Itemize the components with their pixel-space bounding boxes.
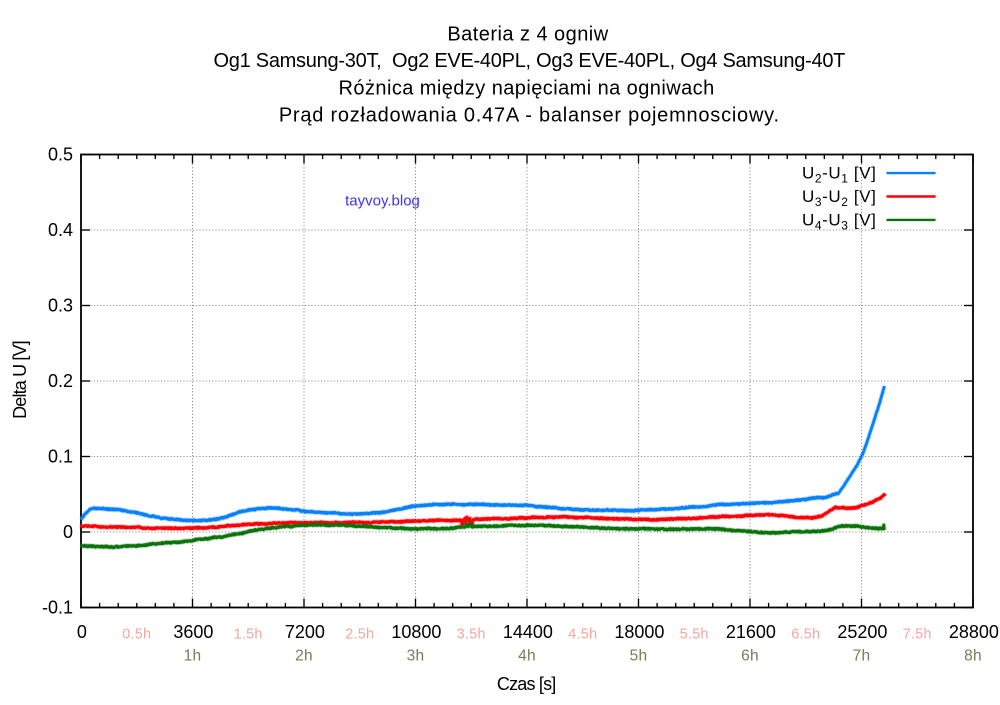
svg-text:4h: 4h: [518, 648, 536, 665]
svg-text:1h: 1h: [184, 648, 202, 665]
svg-text:0.2: 0.2: [48, 371, 73, 391]
svg-text:2h: 2h: [295, 648, 313, 665]
svg-text:Bateria z 4 ogniw: Bateria z 4 ogniw: [447, 23, 608, 45]
svg-text:5.5h: 5.5h: [680, 627, 709, 643]
svg-text:tayvoy.blog: tayvoy.blog: [345, 193, 420, 210]
svg-text:21600: 21600: [726, 622, 776, 642]
svg-text:7.5h: 7.5h: [903, 627, 932, 643]
svg-text:Og1 Samsung-30T, Og2 EVE-40PL: Og1 Samsung-30T, Og2 EVE-40PL, Og3 EVE-4…: [213, 50, 845, 72]
svg-text:25200: 25200: [837, 622, 887, 642]
svg-text:U4-U3 [V]: U4-U3 [V]: [802, 210, 877, 232]
svg-text:1.5h: 1.5h: [234, 627, 263, 643]
svg-text:3600: 3600: [173, 622, 213, 642]
svg-text:-0.1: -0.1: [42, 598, 73, 618]
svg-text:Czas [s]: Czas [s]: [497, 674, 556, 694]
svg-text:2.5h: 2.5h: [345, 627, 374, 643]
svg-text:7200: 7200: [285, 622, 325, 642]
svg-text:U2-U1 [V]: U2-U1 [V]: [802, 164, 877, 186]
svg-text:18000: 18000: [614, 622, 664, 642]
svg-text:6h: 6h: [741, 648, 759, 665]
svg-text:0.3: 0.3: [48, 296, 73, 316]
svg-text:8h: 8h: [964, 648, 982, 665]
svg-text:14400: 14400: [503, 622, 553, 642]
svg-text:0.4: 0.4: [48, 220, 73, 240]
svg-text:7h: 7h: [853, 648, 871, 665]
svg-text:10800: 10800: [391, 622, 441, 642]
svg-text:3h: 3h: [407, 648, 425, 665]
svg-text:0: 0: [77, 622, 87, 642]
svg-text:Prąd rozładowania 0.47A - bala: Prąd rozładowania 0.47A - balanser pojem…: [279, 105, 780, 127]
svg-text:0.1: 0.1: [48, 447, 73, 467]
svg-text:4.5h: 4.5h: [568, 627, 597, 643]
svg-text:Różnica między napięciami na o: Różnica między napięciami na ogniwach: [339, 77, 715, 99]
svg-text:U3-U2 [V]: U3-U2 [V]: [802, 187, 877, 209]
svg-text:3.5h: 3.5h: [457, 627, 486, 643]
svg-text:0: 0: [63, 522, 73, 542]
svg-text:0.5: 0.5: [48, 145, 73, 165]
svg-text:5h: 5h: [630, 648, 648, 665]
svg-text:6.5h: 6.5h: [791, 627, 820, 643]
svg-text:Delta U [V]: Delta U [V]: [10, 341, 30, 419]
svg-text:28800: 28800: [949, 622, 999, 642]
svg-text:0.5h: 0.5h: [122, 627, 151, 643]
